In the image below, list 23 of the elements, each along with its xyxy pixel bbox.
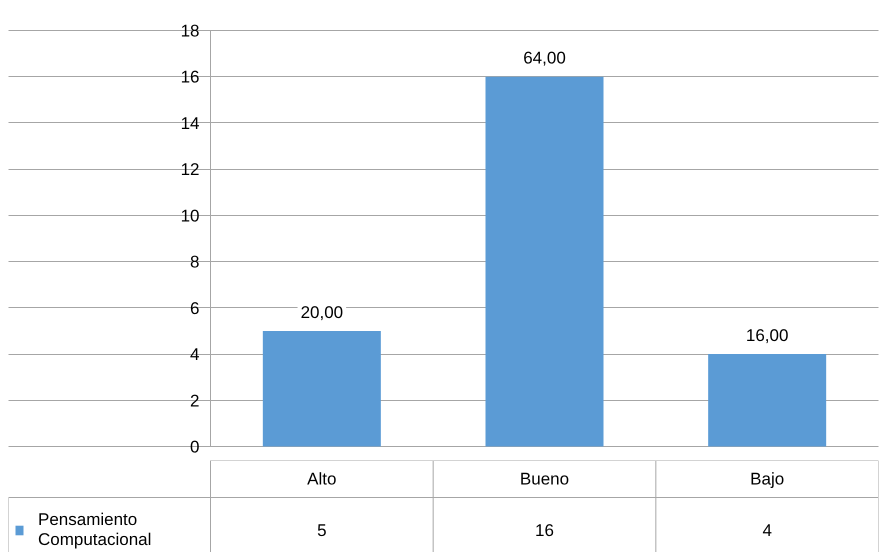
data-label: 5	[317, 521, 327, 540]
y-tick-label: 12	[180, 160, 200, 180]
x-tick-label: Alto	[307, 470, 336, 488]
y-tick-label: 8	[190, 252, 200, 272]
annotation: 64,00	[523, 48, 566, 68]
x-tick-label: Bajo	[750, 470, 784, 488]
y-tick-label: 10	[180, 206, 200, 226]
legend-label: Pensamiento Computacional	[38, 510, 152, 550]
y-tick-label: 18	[180, 22, 200, 40]
y-tick-label: 4	[190, 345, 200, 364]
annotation: 16,00	[746, 326, 788, 346]
bar	[708, 354, 826, 446]
annotation: 20,00	[300, 302, 344, 322]
data-label: 16	[535, 521, 554, 540]
y-tick-label: 2	[190, 391, 200, 410]
x-tick-label: Bueno	[520, 470, 570, 488]
y-tick-label: 6	[190, 298, 200, 318]
bar	[262, 330, 381, 446]
y-tick-label: 14	[180, 114, 200, 133]
bar	[485, 76, 604, 446]
data-label: 4	[762, 521, 772, 540]
y-tick-label: 0	[190, 438, 200, 456]
y-tick-label: 16	[180, 68, 200, 87]
